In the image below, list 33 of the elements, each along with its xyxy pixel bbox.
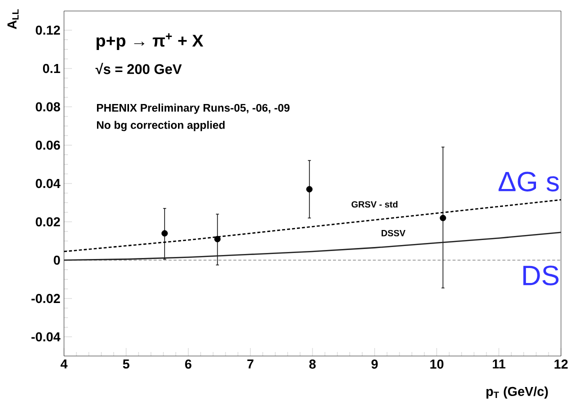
- text: p+p → π$^{+}$ + X: [96, 33, 204, 50]
- x-tick-label: 8: [309, 360, 316, 369]
- x-tick-label: 7: [247, 360, 254, 368]
- point: [306, 186, 313, 192]
- x-tick-label: 5: [122, 360, 130, 369]
- x-tick-label: 4: [60, 360, 68, 368]
- point: [161, 230, 168, 237]
- y-axis-title: A$_{LL}$: [8, 9, 19, 30]
- x-tick-label: 11: [492, 360, 506, 368]
- series-label: DSSV: [382, 230, 406, 236]
- y-tick-label: 0.08: [36, 102, 60, 112]
- x-tick-label: 9: [371, 360, 378, 369]
- y-tick-label: 0.06: [36, 140, 60, 150]
- text: √s = 200 GeV: [95, 62, 182, 74]
- y-tick-label: 0: [54, 256, 60, 265]
- point: [214, 236, 221, 242]
- x-axis-title: p$_{T}$ (GeV/c): [486, 386, 548, 399]
- annotation: DS: [523, 266, 559, 286]
- series-label: GRSV - std: [352, 200, 398, 208]
- x-tick-label: 12: [554, 360, 568, 369]
- y-tick-label: -0.02: [31, 294, 60, 304]
- line-series: [63, 232, 562, 261]
- y-tick-label: 0.02: [36, 217, 60, 226]
- annotation: PHENIX Preliminary Runs-05, -06, -09: [96, 104, 290, 114]
- y-tick-label: 0.12: [36, 26, 60, 35]
- y-tick-label: 0.04: [36, 178, 60, 188]
- x-tick-label: 6: [185, 360, 192, 369]
- point: [440, 214, 446, 222]
- x-tick-label: 10: [430, 360, 444, 369]
- y-tick-label: 0.1: [42, 64, 60, 74]
- annotation: ΔG s: [498, 172, 559, 192]
- annotation: No bg correction applied: [96, 120, 225, 132]
- y-tick-label: -0.04: [31, 332, 60, 342]
